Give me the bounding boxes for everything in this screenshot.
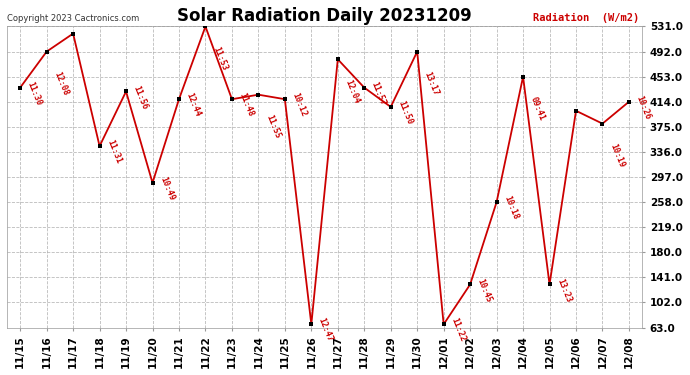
Point — [68, 31, 79, 37]
Text: 10:18: 10:18 — [502, 195, 520, 221]
Point — [253, 92, 264, 98]
Text: 09:41: 09:41 — [529, 96, 546, 122]
Point — [121, 88, 132, 94]
Point — [385, 104, 396, 110]
Point — [491, 199, 502, 205]
Point — [597, 121, 608, 127]
Text: 11:55: 11:55 — [264, 114, 282, 140]
Point — [464, 282, 475, 288]
Text: 10:45: 10:45 — [475, 277, 493, 303]
Text: 11:57: 11:57 — [370, 80, 388, 106]
Text: 12:04: 12:04 — [344, 78, 361, 105]
Text: 12:08: 12:08 — [52, 70, 70, 97]
Point — [14, 85, 26, 91]
Point — [306, 321, 317, 327]
Point — [359, 85, 370, 91]
Text: 11:53: 11:53 — [211, 45, 228, 72]
Point — [226, 96, 237, 102]
Text: 11:56: 11:56 — [132, 84, 149, 111]
Text: 13:23: 13:23 — [555, 277, 573, 303]
Point — [571, 108, 582, 114]
Point — [41, 49, 52, 55]
Point — [544, 282, 555, 288]
Text: Copyright 2023 Cactronics.com: Copyright 2023 Cactronics.com — [7, 15, 139, 24]
Point — [147, 180, 158, 186]
Text: 11:48: 11:48 — [237, 92, 255, 118]
Text: 10:26: 10:26 — [635, 94, 652, 121]
Point — [623, 99, 634, 105]
Text: 12:44: 12:44 — [184, 92, 202, 118]
Text: 11:50: 11:50 — [396, 99, 414, 126]
Text: 11:30: 11:30 — [26, 80, 43, 106]
Point — [412, 49, 423, 55]
Text: 12:47: 12:47 — [317, 317, 335, 344]
Point — [438, 321, 449, 327]
Point — [94, 143, 105, 149]
Point — [333, 56, 344, 62]
Point — [173, 96, 184, 102]
Text: 11:22: 11:22 — [449, 317, 467, 344]
Text: 10:12: 10:12 — [290, 92, 308, 118]
Point — [200, 24, 211, 30]
Text: Radiation  (W/m2): Radiation (W/m2) — [533, 13, 639, 24]
Text: 11:31: 11:31 — [105, 139, 123, 165]
Text: 10:19: 10:19 — [608, 142, 626, 169]
Point — [279, 96, 290, 102]
Text: 10:49: 10:49 — [158, 175, 176, 202]
Text: 13:17: 13:17 — [423, 70, 440, 97]
Point — [518, 74, 529, 80]
Title: Solar Radiation Daily 20231209: Solar Radiation Daily 20231209 — [177, 7, 472, 25]
